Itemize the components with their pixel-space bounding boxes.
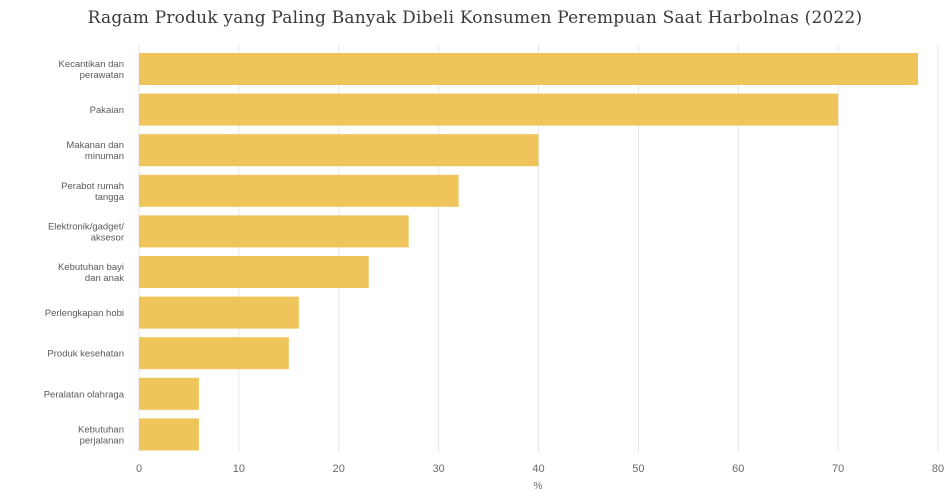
category-label: Peralatan olahraga (44, 389, 125, 400)
category-label: Perlengkapan hobi (45, 308, 124, 319)
x-tick-label: 0 (136, 463, 142, 475)
x-axis-title: % (534, 481, 543, 492)
x-tick-label: 10 (233, 463, 245, 475)
x-tick-label: 80 (932, 463, 944, 475)
bar (139, 418, 199, 451)
bar (139, 256, 369, 288)
category-label: Kebutuhan bayi dan anak (58, 262, 124, 284)
bar (139, 134, 539, 167)
bar (139, 215, 409, 248)
category-label: Pakaian (90, 105, 124, 116)
x-tick-label: 30 (433, 463, 445, 475)
x-tick-labels: 0 10 20 30 40 50 60 70 80 (136, 463, 944, 475)
category-label: Makanan dan minuman (66, 140, 124, 162)
x-tick-label: 70 (832, 463, 844, 475)
bar (139, 93, 839, 126)
x-tick-label: 50 (632, 463, 644, 475)
bar (139, 53, 919, 85)
category-labels: Kecantikan dan perawatan Pakaian Makanan da… (44, 59, 125, 446)
bar (139, 377, 199, 410)
bar (139, 174, 459, 207)
chart-title: Ragam Produk yang Paling Banyak Dibeli K… (87, 8, 863, 28)
bar (139, 296, 299, 329)
category-label: Produk kesehatan (47, 349, 124, 360)
category-label: Elektronik/gadget/aksesor (48, 221, 124, 243)
category-label: Kebutuhan perjalanan (78, 424, 124, 446)
x-tick-label: 40 (532, 463, 544, 475)
category-label: Perabot rumah tangga (61, 181, 125, 203)
category-label: Kecantikan dan perawatan (59, 59, 125, 81)
bars (139, 53, 919, 451)
grid-lines (138, 45, 939, 452)
x-tick-label: 20 (333, 463, 345, 475)
bar (139, 337, 289, 370)
x-tick-label: 60 (732, 463, 744, 475)
